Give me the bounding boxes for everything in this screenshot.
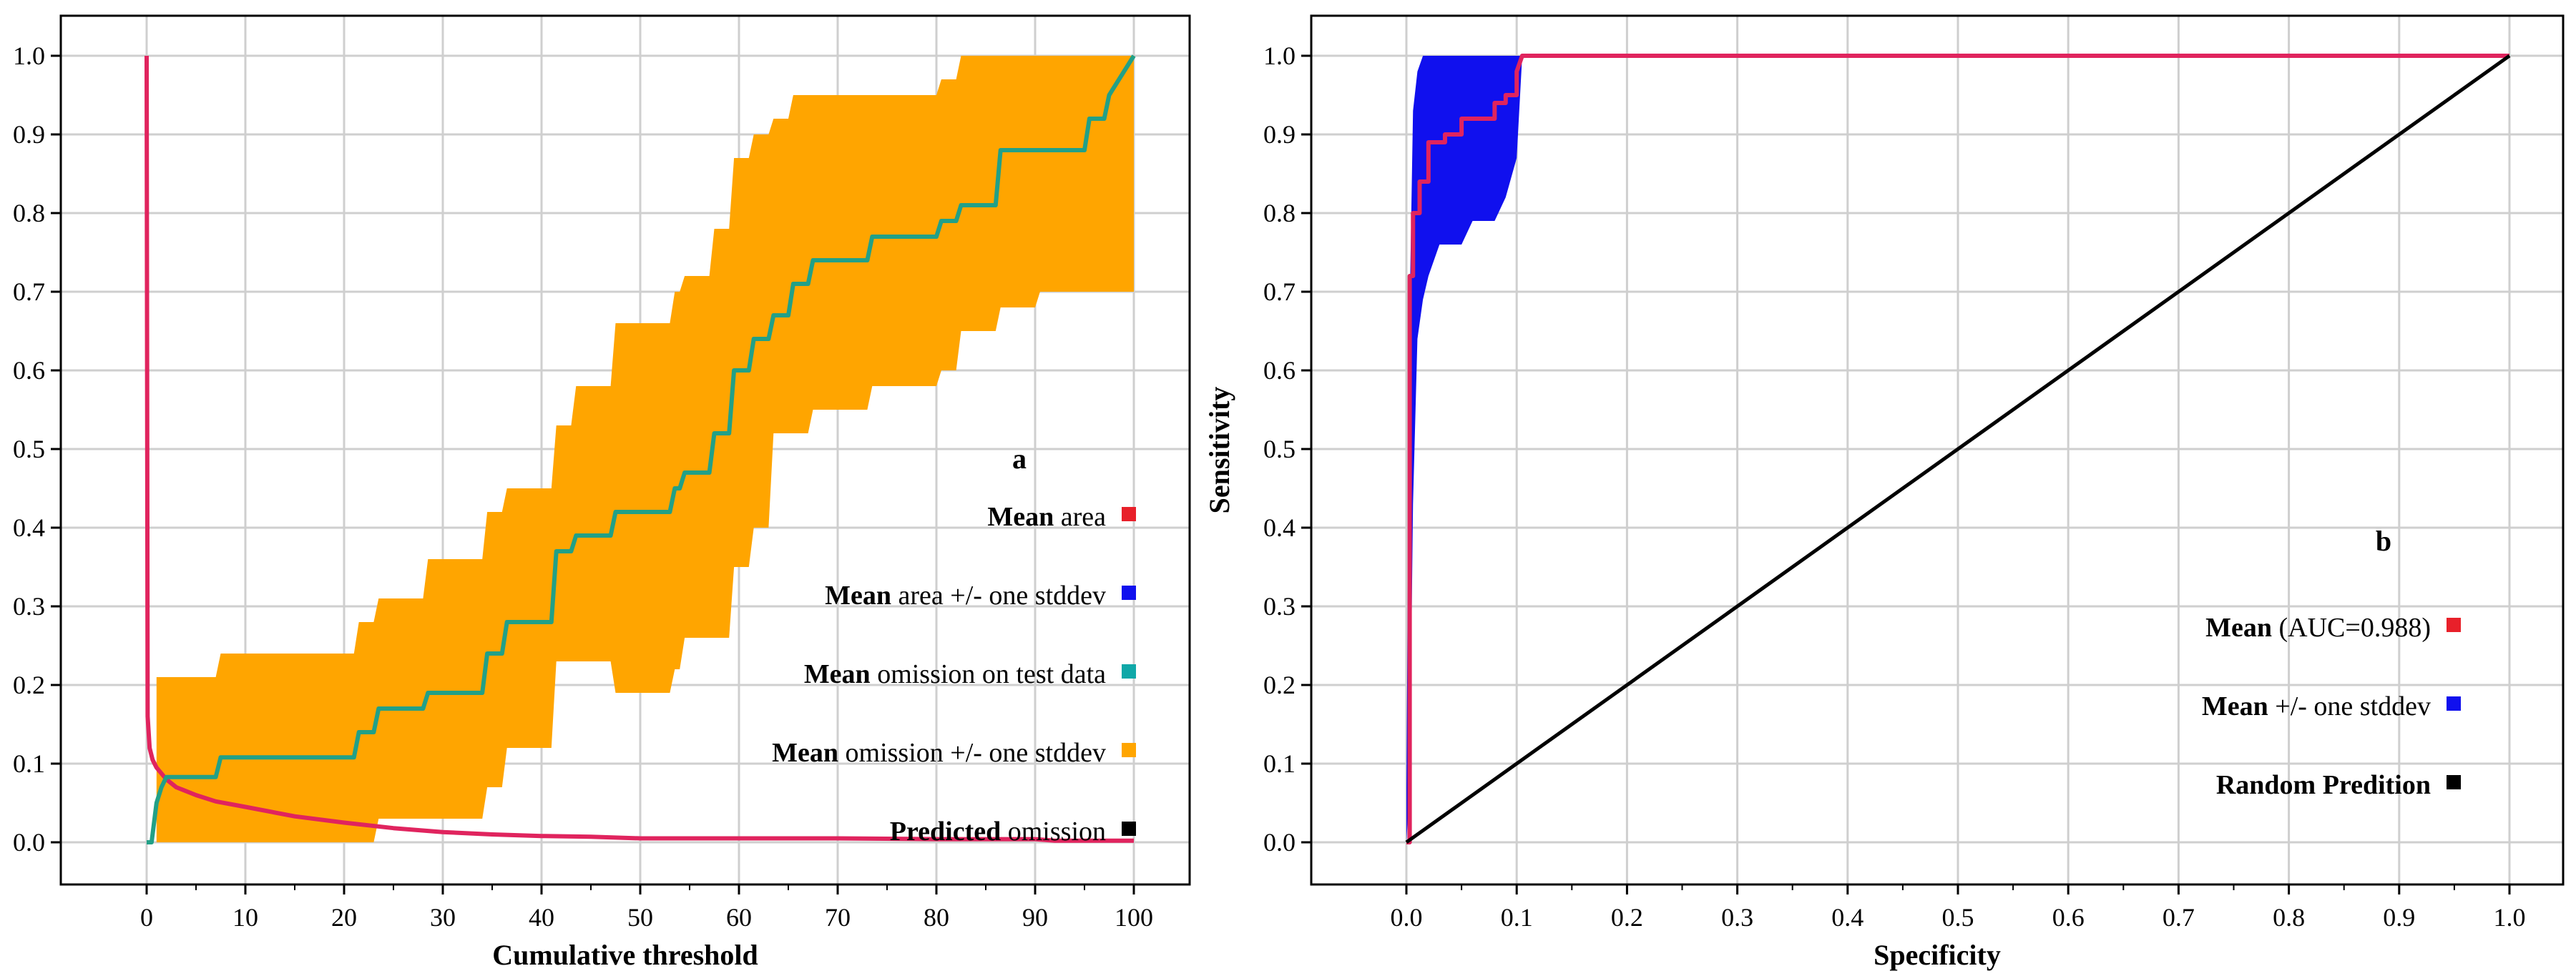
y-tick-label: 0.0 xyxy=(13,828,45,857)
legend-bold-text: Mean xyxy=(2205,613,2272,643)
x-tick-label: 1.0 xyxy=(2494,903,2526,932)
legend-entry: Random Predition xyxy=(2216,770,2431,800)
y-tick-label: 0.6 xyxy=(1263,356,1296,385)
legend-bold-text: Mean xyxy=(804,659,871,689)
legend-rest-text: omission +/- one stddev xyxy=(838,738,1106,768)
legend-entry: Mean omission on test data xyxy=(804,659,1106,689)
legend-rest-text: area +/- one stddev xyxy=(891,581,1106,611)
legend-swatch xyxy=(1122,822,1136,836)
legend-swatch xyxy=(2447,618,2461,632)
legend-entry: Predicted omission xyxy=(890,817,1106,847)
panel-letter: b xyxy=(2376,525,2391,557)
y-tick-label: 0.4 xyxy=(13,513,45,542)
y-tick-label: 0.8 xyxy=(1263,199,1296,227)
x-tick-label: 0.2 xyxy=(1611,903,1643,932)
x-tick-label: 0.3 xyxy=(1721,903,1753,932)
legend-swatch xyxy=(1122,743,1136,757)
legend-swatch xyxy=(1122,586,1136,600)
line-mean-omission-on-test-data xyxy=(147,54,1136,844)
y-tick-label: 0.1 xyxy=(13,749,45,778)
y-tick-label: 0.8 xyxy=(13,199,45,227)
x-tick-label: 0.0 xyxy=(1391,903,1423,932)
y-tick-label: 1.0 xyxy=(1263,41,1296,70)
line-random-predition xyxy=(1405,54,2511,844)
x-tick-label: 0.9 xyxy=(2383,903,2415,932)
line-mean-area xyxy=(145,55,1134,843)
legend-bold-text: Random Predition xyxy=(2216,770,2431,800)
x-tick-label: 60 xyxy=(726,903,752,932)
y-tick-label: 0.9 xyxy=(1263,120,1296,149)
line-mean-auc-0-988- xyxy=(1406,54,2509,844)
x-tick-label: 0.8 xyxy=(2273,903,2305,932)
panel-letter: a xyxy=(1012,443,1027,475)
legend-rest-text: omission xyxy=(1001,817,1106,847)
band-mean-omission-one-stddev xyxy=(156,56,1134,842)
band-mean-one-stddev xyxy=(1406,56,1522,842)
x-tick-label: 70 xyxy=(825,903,851,932)
x-tick-label: 0.1 xyxy=(1501,903,1533,932)
y-tick-label: 0.0 xyxy=(1263,828,1296,857)
y-tick-label: 0.5 xyxy=(1263,435,1296,463)
x-tick-label: 80 xyxy=(924,903,949,932)
x-tick-label: 100 xyxy=(1115,903,1153,932)
legend-bold-text: Mean xyxy=(987,502,1054,532)
x-tick-label: 20 xyxy=(331,903,357,932)
x-tick-label: 10 xyxy=(232,903,258,932)
y-tick-label: 0.4 xyxy=(1263,513,1296,542)
y-tick-label: 0.5 xyxy=(13,435,45,463)
legend-rest-text: omission on test data xyxy=(871,659,1106,689)
legend-entry: Mean area xyxy=(987,502,1106,532)
y-tick-label: 1.0 xyxy=(13,41,45,70)
y-tick-label: 0.3 xyxy=(1263,592,1296,621)
x-tick-label: 0.4 xyxy=(1831,903,1864,932)
y-tick-label: 0.2 xyxy=(1263,671,1296,699)
x-tick-label: 0 xyxy=(140,903,153,932)
x-tick-label: 90 xyxy=(1022,903,1048,932)
x-tick-label: 30 xyxy=(430,903,456,932)
x-axis-label: Specificity xyxy=(1874,939,2001,971)
legend-bold-text: Mean xyxy=(772,738,838,768)
legend-swatch xyxy=(2447,696,2461,711)
y-tick-label: 0.3 xyxy=(13,592,45,621)
y-tick-label: 0.7 xyxy=(13,277,45,306)
y-tick-label: 0.6 xyxy=(13,356,45,385)
x-tick-label: 40 xyxy=(529,903,554,932)
x-tick-label: 0.5 xyxy=(1942,903,1974,932)
legend-bold-text: Mean xyxy=(825,581,891,611)
legend-swatch xyxy=(1122,664,1136,679)
legend-swatch xyxy=(2447,775,2461,789)
legend-entry: Mean +/- one stddev xyxy=(2202,691,2431,721)
y-tick-label: 0.2 xyxy=(13,671,45,699)
legend-entry: Mean (AUC=0.988) xyxy=(2205,613,2431,643)
legend-rest-text: +/- one stddev xyxy=(2268,691,2431,721)
y-tick-label: 0.1 xyxy=(1263,749,1296,778)
x-axis-label: Cumulative threshold xyxy=(492,939,758,971)
chart-panel-a: 0 10 20 30 40 50 60 70 80 90 100 0.0 0.1 0.2 0.3 0.4 0.5… xyxy=(13,14,1191,971)
y-tick-label: 0.7 xyxy=(1263,277,1296,306)
chart-panel-b: 0.0 0.1 0.2 0.3 0.4 0.5 0.6 0.7 0.8 0.9 1.0 0.0 0.1 0… xyxy=(1203,14,2565,971)
x-tick-label: 0.7 xyxy=(2163,903,2195,932)
y-axis-label: Sensitivity xyxy=(1203,387,1235,514)
legend-rest-text: area xyxy=(1054,502,1106,532)
y-tick-label: 0.9 xyxy=(13,120,45,149)
legend-rest-text: (AUC=0.988) xyxy=(2272,613,2431,643)
legend-bold-text: Predicted xyxy=(890,817,1001,847)
legend-entry: Mean area +/- one stddev xyxy=(825,581,1106,611)
x-tick-label: 50 xyxy=(627,903,653,932)
x-tick-label: 0.6 xyxy=(2052,903,2085,932)
legend-swatch xyxy=(1122,507,1136,521)
legend-entry: Mean omission +/- one stddev xyxy=(772,738,1106,768)
legend-bold-text: Mean xyxy=(2202,691,2268,721)
